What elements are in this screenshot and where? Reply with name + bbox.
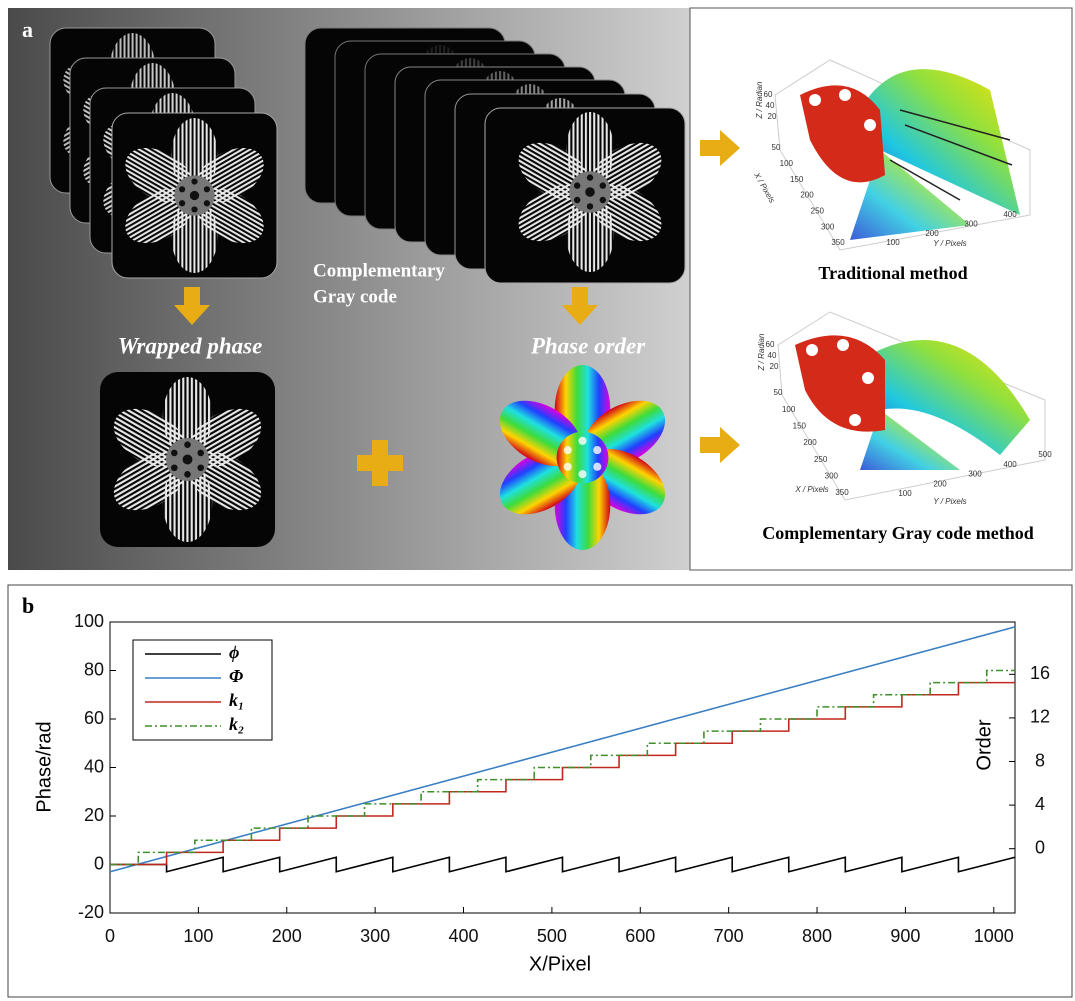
- 3d-tick-label: 300: [964, 219, 978, 228]
- 3d-tick-label: 300: [821, 222, 835, 231]
- 3d-tick-label: 400: [1003, 210, 1017, 219]
- 3d-tick-label: 200: [925, 229, 939, 238]
- 3d-tick-label: 200: [803, 438, 817, 447]
- panel-label: b: [22, 593, 34, 618]
- y2-tick-label: 4: [1035, 794, 1045, 814]
- y-tick-label: 80: [84, 659, 104, 679]
- x-tick-label: 800: [802, 926, 832, 946]
- 3d-tick-label: 20: [770, 362, 779, 371]
- y-tick-label: -20: [78, 902, 104, 922]
- legend-label: k₁: [229, 690, 244, 710]
- 3d-tick-label: 300: [825, 471, 839, 480]
- x-tick-label: 100: [183, 926, 213, 946]
- y2-axis-label: Order: [973, 719, 995, 770]
- x-tick-label: 500: [537, 926, 567, 946]
- 3d-tick-label: 100: [886, 238, 900, 247]
- method-title: Traditional method: [818, 263, 967, 283]
- y-tick-label: 0: [94, 853, 104, 873]
- legend-label: k₂: [229, 714, 244, 734]
- 3d-tick-label: 350: [835, 488, 849, 497]
- 3d-axis-label: Y / Pixels: [933, 239, 966, 248]
- 3d-tick-label: 100: [780, 159, 794, 168]
- 3d-tick-label: 250: [814, 455, 828, 464]
- 3d-tick-label: 40: [768, 351, 777, 360]
- x-tick-label: 400: [448, 926, 478, 946]
- 3d-tick-label: 150: [790, 175, 804, 184]
- x-tick-label: 0: [105, 926, 115, 946]
- 3d-tick-label: 400: [1003, 460, 1017, 469]
- legend-box: [133, 640, 272, 740]
- 3d-tick-label: 350: [831, 238, 845, 247]
- 3d-axis-label: Z / Radian: [757, 333, 766, 371]
- y2-tick-label: 8: [1035, 750, 1045, 770]
- y-tick-label: 20: [84, 805, 104, 825]
- page: {"panel_a": {"label": "a", "stack_label"…: [0, 0, 1075, 1001]
- 3d-tick-label: 150: [793, 421, 807, 430]
- 3d-tick-label: 200: [800, 191, 814, 200]
- y-axis-label: Phase/rad: [33, 721, 55, 812]
- 3d-tick-label: 50: [774, 388, 783, 397]
- x-tick-label: 700: [714, 926, 744, 946]
- x-tick-label: 300: [360, 926, 390, 946]
- wrapped-phase-image: [100, 372, 275, 547]
- 3d-tick-label: 200: [933, 479, 947, 488]
- stack-label: Complementary: [313, 260, 445, 281]
- 3d-tick-label: 20: [768, 112, 777, 121]
- 3d-tick-label: 50: [772, 143, 781, 152]
- panel-label: a: [22, 17, 33, 42]
- 3d-tick-label: 500: [1038, 450, 1052, 459]
- x-axis-label: X/Pixel: [529, 953, 591, 975]
- 3d-tick-label: 100: [898, 489, 912, 498]
- x-tick-label: 600: [625, 926, 655, 946]
- 3d-axis-label: Z / Radian: [755, 81, 764, 119]
- legend-label: Φ: [229, 666, 243, 686]
- order-label: Phase order: [530, 333, 646, 358]
- figure: a Complementary Gray code Wrapped phase …: [0, 0, 1075, 1001]
- method-title: Complementary Gray code method: [762, 523, 1033, 543]
- 3d-tick-label: 250: [811, 206, 825, 215]
- x-tick-label: 200: [272, 926, 302, 946]
- 3d-axis-label: Y / Pixels: [933, 497, 966, 506]
- 3d-tick-label: 100: [782, 405, 796, 414]
- y2-tick-label: 16: [1030, 663, 1050, 683]
- 3d-tick-label: 60: [764, 90, 773, 99]
- 3d-axis-label: X / Pixels: [794, 485, 828, 494]
- x-tick-label: 1000: [974, 926, 1014, 946]
- y-tick-label: 60: [84, 708, 104, 728]
- x-tick-label: 900: [890, 926, 920, 946]
- wrapped-label: Wrapped phase: [118, 333, 263, 358]
- y-tick-label: 100: [74, 611, 104, 631]
- 3d-tick-label: 40: [766, 101, 775, 110]
- y-tick-label: 40: [84, 756, 104, 776]
- stack-label: Gray code: [313, 286, 397, 307]
- 3d-tick-label: 300: [968, 470, 982, 479]
- legend-label: ϕ: [229, 642, 239, 662]
- y2-tick-label: 0: [1035, 837, 1045, 857]
- 3d-tick-label: 60: [766, 340, 775, 349]
- y2-tick-label: 12: [1030, 707, 1050, 727]
